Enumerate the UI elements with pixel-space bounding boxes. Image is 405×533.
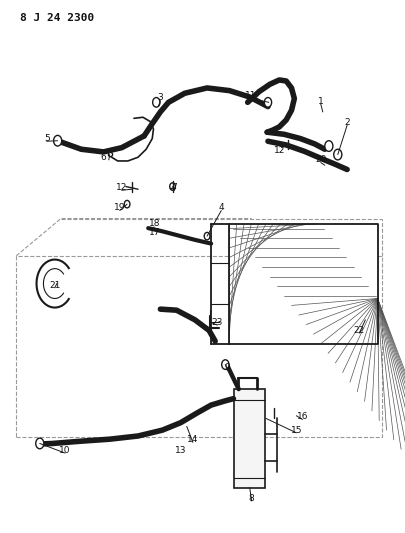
Text: 7: 7: [171, 183, 177, 192]
Text: 16: 16: [296, 413, 307, 421]
Text: 22: 22: [353, 326, 364, 335]
Circle shape: [152, 98, 160, 107]
Text: 13: 13: [175, 446, 186, 455]
Text: 4: 4: [218, 204, 224, 212]
FancyBboxPatch shape: [229, 224, 377, 344]
Circle shape: [333, 149, 341, 160]
Text: 18: 18: [148, 220, 160, 228]
Text: 3: 3: [157, 93, 163, 102]
Circle shape: [53, 135, 62, 146]
Text: 21: 21: [49, 281, 60, 289]
Text: 23: 23: [211, 318, 222, 327]
Bar: [234, 389, 264, 488]
Text: 17: 17: [148, 228, 160, 237]
Text: 20: 20: [314, 156, 326, 164]
Circle shape: [36, 438, 44, 449]
Text: 8 J 24 2300: 8 J 24 2300: [20, 13, 94, 23]
Circle shape: [204, 232, 209, 240]
Text: 11: 11: [245, 92, 256, 100]
Text: 2: 2: [343, 118, 349, 127]
Circle shape: [169, 183, 175, 190]
Text: 9: 9: [224, 364, 230, 372]
Text: 12: 12: [274, 146, 285, 155]
Circle shape: [264, 98, 271, 107]
Circle shape: [124, 200, 130, 208]
Text: 6: 6: [100, 153, 106, 161]
Text: 14: 14: [187, 435, 198, 444]
Text: 15: 15: [290, 426, 301, 434]
Text: 8: 8: [248, 494, 254, 503]
Circle shape: [221, 360, 228, 369]
Text: 19: 19: [114, 204, 125, 212]
Text: 12: 12: [116, 183, 127, 192]
Circle shape: [324, 141, 332, 151]
Text: 1: 1: [317, 97, 323, 106]
Text: 5: 5: [44, 134, 49, 143]
Text: 10: 10: [59, 446, 70, 455]
